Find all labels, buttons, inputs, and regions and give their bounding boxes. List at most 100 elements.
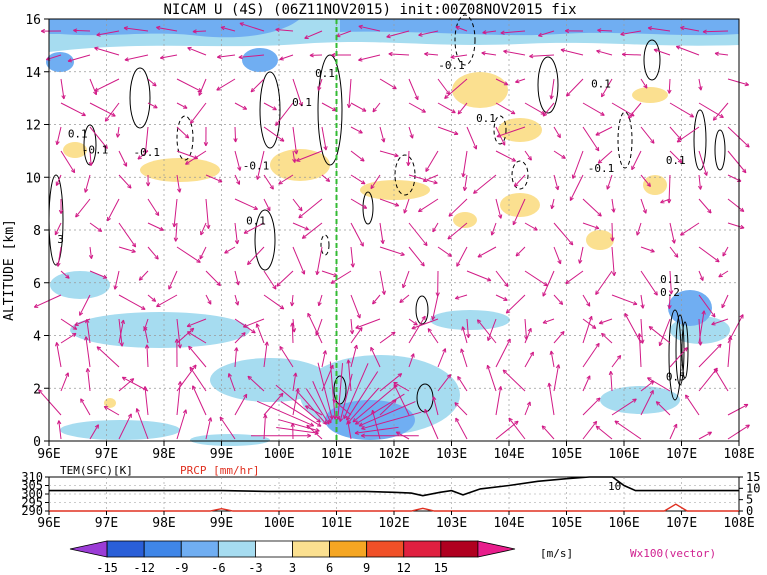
- wind-vector-head: [173, 237, 179, 242]
- x-tick-label: 107E: [666, 447, 697, 462]
- wind-vector-head: [38, 389, 43, 394]
- x-tick-label: 101E: [321, 447, 352, 462]
- contour-label: 0.5: [666, 370, 686, 383]
- wind-vector: [611, 102, 635, 117]
- wind-vector-head: [512, 220, 517, 226]
- wind-vector: [668, 294, 671, 309]
- wind-vector: [275, 28, 294, 32]
- wind-vector-head: [350, 263, 355, 268]
- wind-vector: [318, 294, 323, 306]
- wind-vector: [727, 403, 749, 416]
- wind-vector: [292, 150, 296, 163]
- contour-label: -0.1: [82, 144, 109, 157]
- wind-vector: [219, 416, 236, 440]
- wind-vector-head: [542, 292, 547, 297]
- wind-vector-head: [186, 323, 192, 328]
- colorbar-tick-label: 3: [289, 561, 296, 575]
- legend-temperature: TEM(SFC)[K]: [60, 464, 133, 477]
- wind-vector-head: [680, 231, 685, 236]
- wind-vector-head: [358, 326, 363, 332]
- wind-vector-head: [388, 51, 393, 57]
- wind-vector: [669, 423, 678, 440]
- colorbar-tick-label: -12: [133, 561, 155, 575]
- surface-left-tick-label: 305: [21, 479, 43, 493]
- wind-vector-head: [159, 226, 164, 231]
- wind-vector-head: [71, 332, 77, 338]
- wind-vector: [640, 270, 658, 296]
- wind-vector-head: [420, 262, 425, 267]
- wind-vector-head: [330, 279, 336, 284]
- wind-vector-head: [448, 212, 453, 217]
- surface-x-tick-label: 104E: [493, 516, 524, 531]
- wind-vector: [372, 102, 381, 113]
- wind-vector-head: [220, 25, 226, 31]
- wind-vector: [67, 54, 91, 62]
- wind-vector-head: [381, 138, 386, 143]
- wind-vector: [560, 49, 584, 56]
- wind-vector: [156, 294, 178, 308]
- wind-vector: [550, 350, 555, 368]
- contour-label: 0.1: [292, 96, 312, 109]
- wind-vector: [648, 27, 671, 32]
- wind-vector: [601, 78, 613, 98]
- wind-vector-head: [358, 57, 363, 62]
- colorbar-tick-label: 9: [363, 561, 370, 575]
- wind-vector: [386, 30, 410, 38]
- wind-vector-head: [199, 254, 204, 260]
- contour-line: [317, 54, 343, 166]
- wind-vector: [432, 396, 439, 416]
- wind-vector: [144, 386, 149, 416]
- contour-labels: 0.1 -0.1 -0.1 -0.1 0.1 0.1 0.1 -0.1 0.1 0.1 -0.1 0.…: [57, 59, 686, 383]
- wind-vector-head: [565, 92, 571, 97]
- wind-vector: [73, 29, 91, 32]
- wind-vector-head: [698, 185, 703, 190]
- surface-x-tick-label: 108E: [723, 516, 754, 531]
- wind-vector-head: [67, 58, 73, 63]
- wind-vector-head: [361, 107, 367, 112]
- colorbar-segment: [255, 540, 293, 558]
- wind-vector-head: [75, 213, 80, 218]
- wind-vector-head: [184, 134, 190, 139]
- wind-vector-head: [595, 146, 600, 152]
- wind-vector-head: [743, 403, 749, 408]
- wind-vector: [370, 174, 381, 189]
- wind-vector: [582, 342, 600, 368]
- wind-vector: [379, 126, 385, 143]
- wind-vector: [234, 222, 238, 244]
- colorbar-segment: [69, 540, 108, 558]
- wind-vector-head: [207, 417, 213, 422]
- wind-vector: [437, 102, 456, 114]
- surface-right-tick-label: 0: [746, 504, 753, 518]
- wind-vector-head: [502, 369, 508, 374]
- wind-vector: [60, 102, 86, 117]
- wind-vector: [279, 54, 294, 61]
- wind-vector: [316, 246, 323, 275]
- wind-vector-head: [455, 25, 460, 31]
- wind-vector-head: [241, 332, 246, 337]
- wind-vector-head: [424, 408, 429, 414]
- wind-vector-head: [394, 202, 400, 207]
- wind-vector-head: [182, 409, 188, 414]
- colorbar-segment: [292, 540, 330, 558]
- wind-vector-head: [597, 28, 602, 33]
- wind-vector: [727, 150, 747, 174]
- wind-vector-head: [131, 248, 136, 254]
- wind-vector-head: [739, 207, 745, 213]
- wind-fill-region: [586, 230, 614, 250]
- wind-vector-head: [597, 212, 602, 217]
- wind-vector: [350, 150, 365, 162]
- wind-vector: [379, 78, 397, 90]
- wind-vector-head: [461, 173, 466, 178]
- wind-vector: [462, 150, 468, 178]
- wind-vector-head: [511, 157, 517, 162]
- wind-vector: [60, 270, 70, 279]
- wind-vector: [185, 150, 207, 165]
- wind-vector-head: [506, 338, 511, 343]
- wind-vector: [136, 408, 149, 440]
- wind-vector-head: [600, 111, 605, 116]
- wind-vector-head: [143, 386, 148, 391]
- wind-vector: [147, 198, 160, 216]
- wind-vector: [524, 318, 528, 340]
- wind-vector: [118, 378, 135, 392]
- wind-vector: [292, 198, 303, 212]
